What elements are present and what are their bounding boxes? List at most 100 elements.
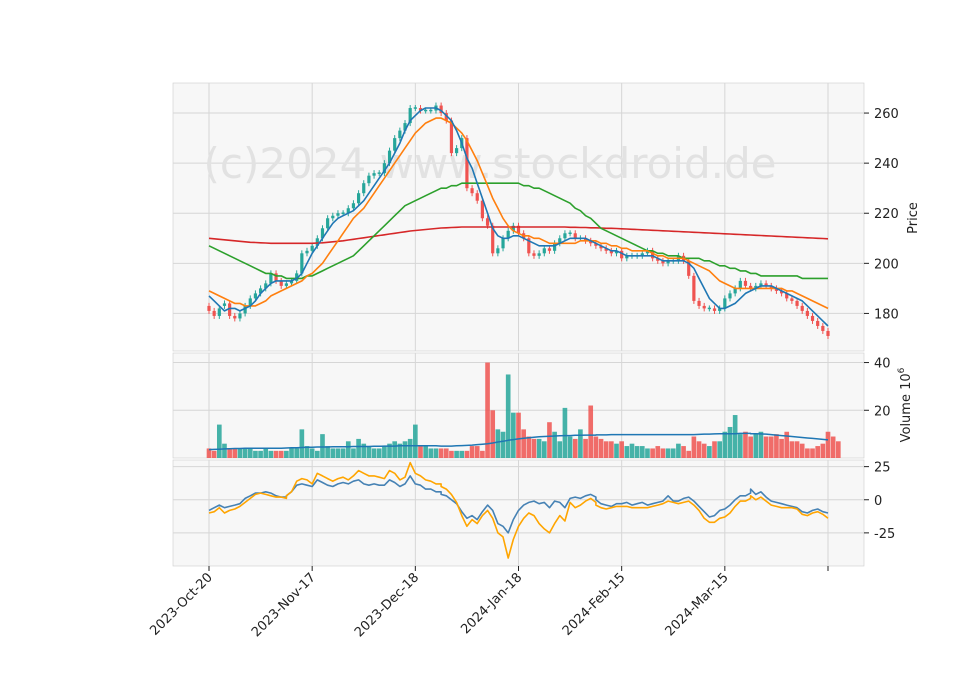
volume-bar <box>521 429 526 458</box>
volume-bar <box>593 436 599 458</box>
candle-body <box>264 283 268 289</box>
volume-bar <box>655 446 661 458</box>
candle-body <box>372 173 376 176</box>
candle-body <box>821 325 825 331</box>
volume-bar <box>691 436 697 458</box>
volume-bar <box>206 448 212 458</box>
x-tick-label: 2023-Nov-17 <box>249 570 319 640</box>
candle-body <box>496 248 500 254</box>
candle-body <box>594 243 598 246</box>
volume-bar <box>222 443 227 458</box>
candle-body <box>774 288 779 291</box>
indicator-lines <box>208 107 829 559</box>
volume-bar <box>304 446 310 458</box>
volume-bar <box>562 407 568 458</box>
volume-bar <box>516 412 521 458</box>
volume-bar <box>392 441 398 458</box>
candle-body <box>640 253 644 256</box>
volume-bar <box>263 448 269 458</box>
candle-body <box>424 109 428 112</box>
oscillator-tick-label: 0 <box>874 494 882 509</box>
volume-bar <box>366 446 372 458</box>
volume-bar <box>660 448 666 458</box>
candle-body <box>351 203 356 209</box>
volume-bar <box>376 448 382 458</box>
volume-bar <box>712 441 717 458</box>
candle-body <box>284 283 288 286</box>
candle-body <box>222 303 227 306</box>
oscillator-tick-label: -25 <box>874 527 895 542</box>
volume-bar <box>340 448 346 458</box>
candle-body <box>625 255 629 259</box>
volume-bar <box>433 448 439 458</box>
candle-body <box>387 150 392 164</box>
volume-bar <box>242 448 248 458</box>
candle-body <box>315 238 319 246</box>
candle-body <box>759 283 763 286</box>
candle-body <box>393 138 397 151</box>
x-axis-ticks: 2023-Oct-20 2023-Nov-17 2023-Dec-18 2024-Ja… <box>147 566 829 640</box>
candle-body <box>238 313 242 319</box>
candle-body <box>346 208 350 214</box>
volume-bar <box>758 431 764 458</box>
candle-body <box>651 250 655 259</box>
volume-bar <box>588 405 594 458</box>
candle-body <box>212 310 216 316</box>
volume-bar <box>335 448 341 458</box>
volume-bar <box>371 448 377 458</box>
volume-bar <box>511 412 516 458</box>
volume-bar <box>830 436 836 458</box>
candle-body <box>207 305 211 311</box>
volume-bar <box>232 448 238 458</box>
candle-body <box>398 130 402 139</box>
volume-bar <box>696 441 702 458</box>
volume-bar <box>815 446 821 458</box>
volume-bar <box>505 374 511 458</box>
y-axis-ticks: 180 200 220 240 260 20 40 25 0 -25 <box>864 107 899 542</box>
volume-bar <box>459 450 465 458</box>
volume-bar <box>474 446 480 458</box>
candle-body <box>712 308 717 311</box>
volume-bar <box>784 431 790 458</box>
candle-body <box>764 283 768 286</box>
candle-body <box>511 225 515 231</box>
volume-bar <box>639 446 645 458</box>
volume-tick-label: 20 <box>874 404 891 419</box>
volume-bar <box>557 441 563 458</box>
volume-bar <box>624 446 630 458</box>
volume-bar <box>614 443 619 458</box>
candle-body <box>506 230 510 239</box>
volume-bar <box>330 448 336 458</box>
volume-bar <box>707 446 712 458</box>
candle-body <box>362 183 366 194</box>
volume-bar <box>428 448 434 458</box>
candle-body <box>341 212 345 214</box>
volume-bar <box>469 446 475 458</box>
candle-body <box>547 248 552 251</box>
volume-bar <box>294 448 300 458</box>
candle-body <box>723 298 727 309</box>
price-tick-label: 180 <box>874 307 899 322</box>
volume-bar <box>619 441 624 458</box>
price-tick-label: 200 <box>874 257 899 272</box>
candle-body <box>645 250 650 254</box>
candle-body <box>661 260 665 264</box>
candle-body <box>754 285 758 289</box>
candle-body <box>429 109 433 112</box>
candle-body <box>589 240 593 244</box>
candle-body <box>326 218 330 229</box>
volume-bar <box>753 434 759 458</box>
oscillator-line-2 <box>208 461 829 559</box>
volume-bar <box>315 450 320 458</box>
volume-bar <box>748 436 753 458</box>
candle-body <box>300 253 304 274</box>
candle-body <box>614 250 619 254</box>
candle-body <box>826 330 830 336</box>
volume-bar <box>717 441 722 458</box>
candle-body <box>692 275 696 301</box>
candle-body <box>553 243 557 251</box>
volume-bar <box>805 448 810 458</box>
volume-bar <box>722 431 728 458</box>
volume-bar <box>567 436 573 458</box>
candle-body <box>558 238 562 244</box>
